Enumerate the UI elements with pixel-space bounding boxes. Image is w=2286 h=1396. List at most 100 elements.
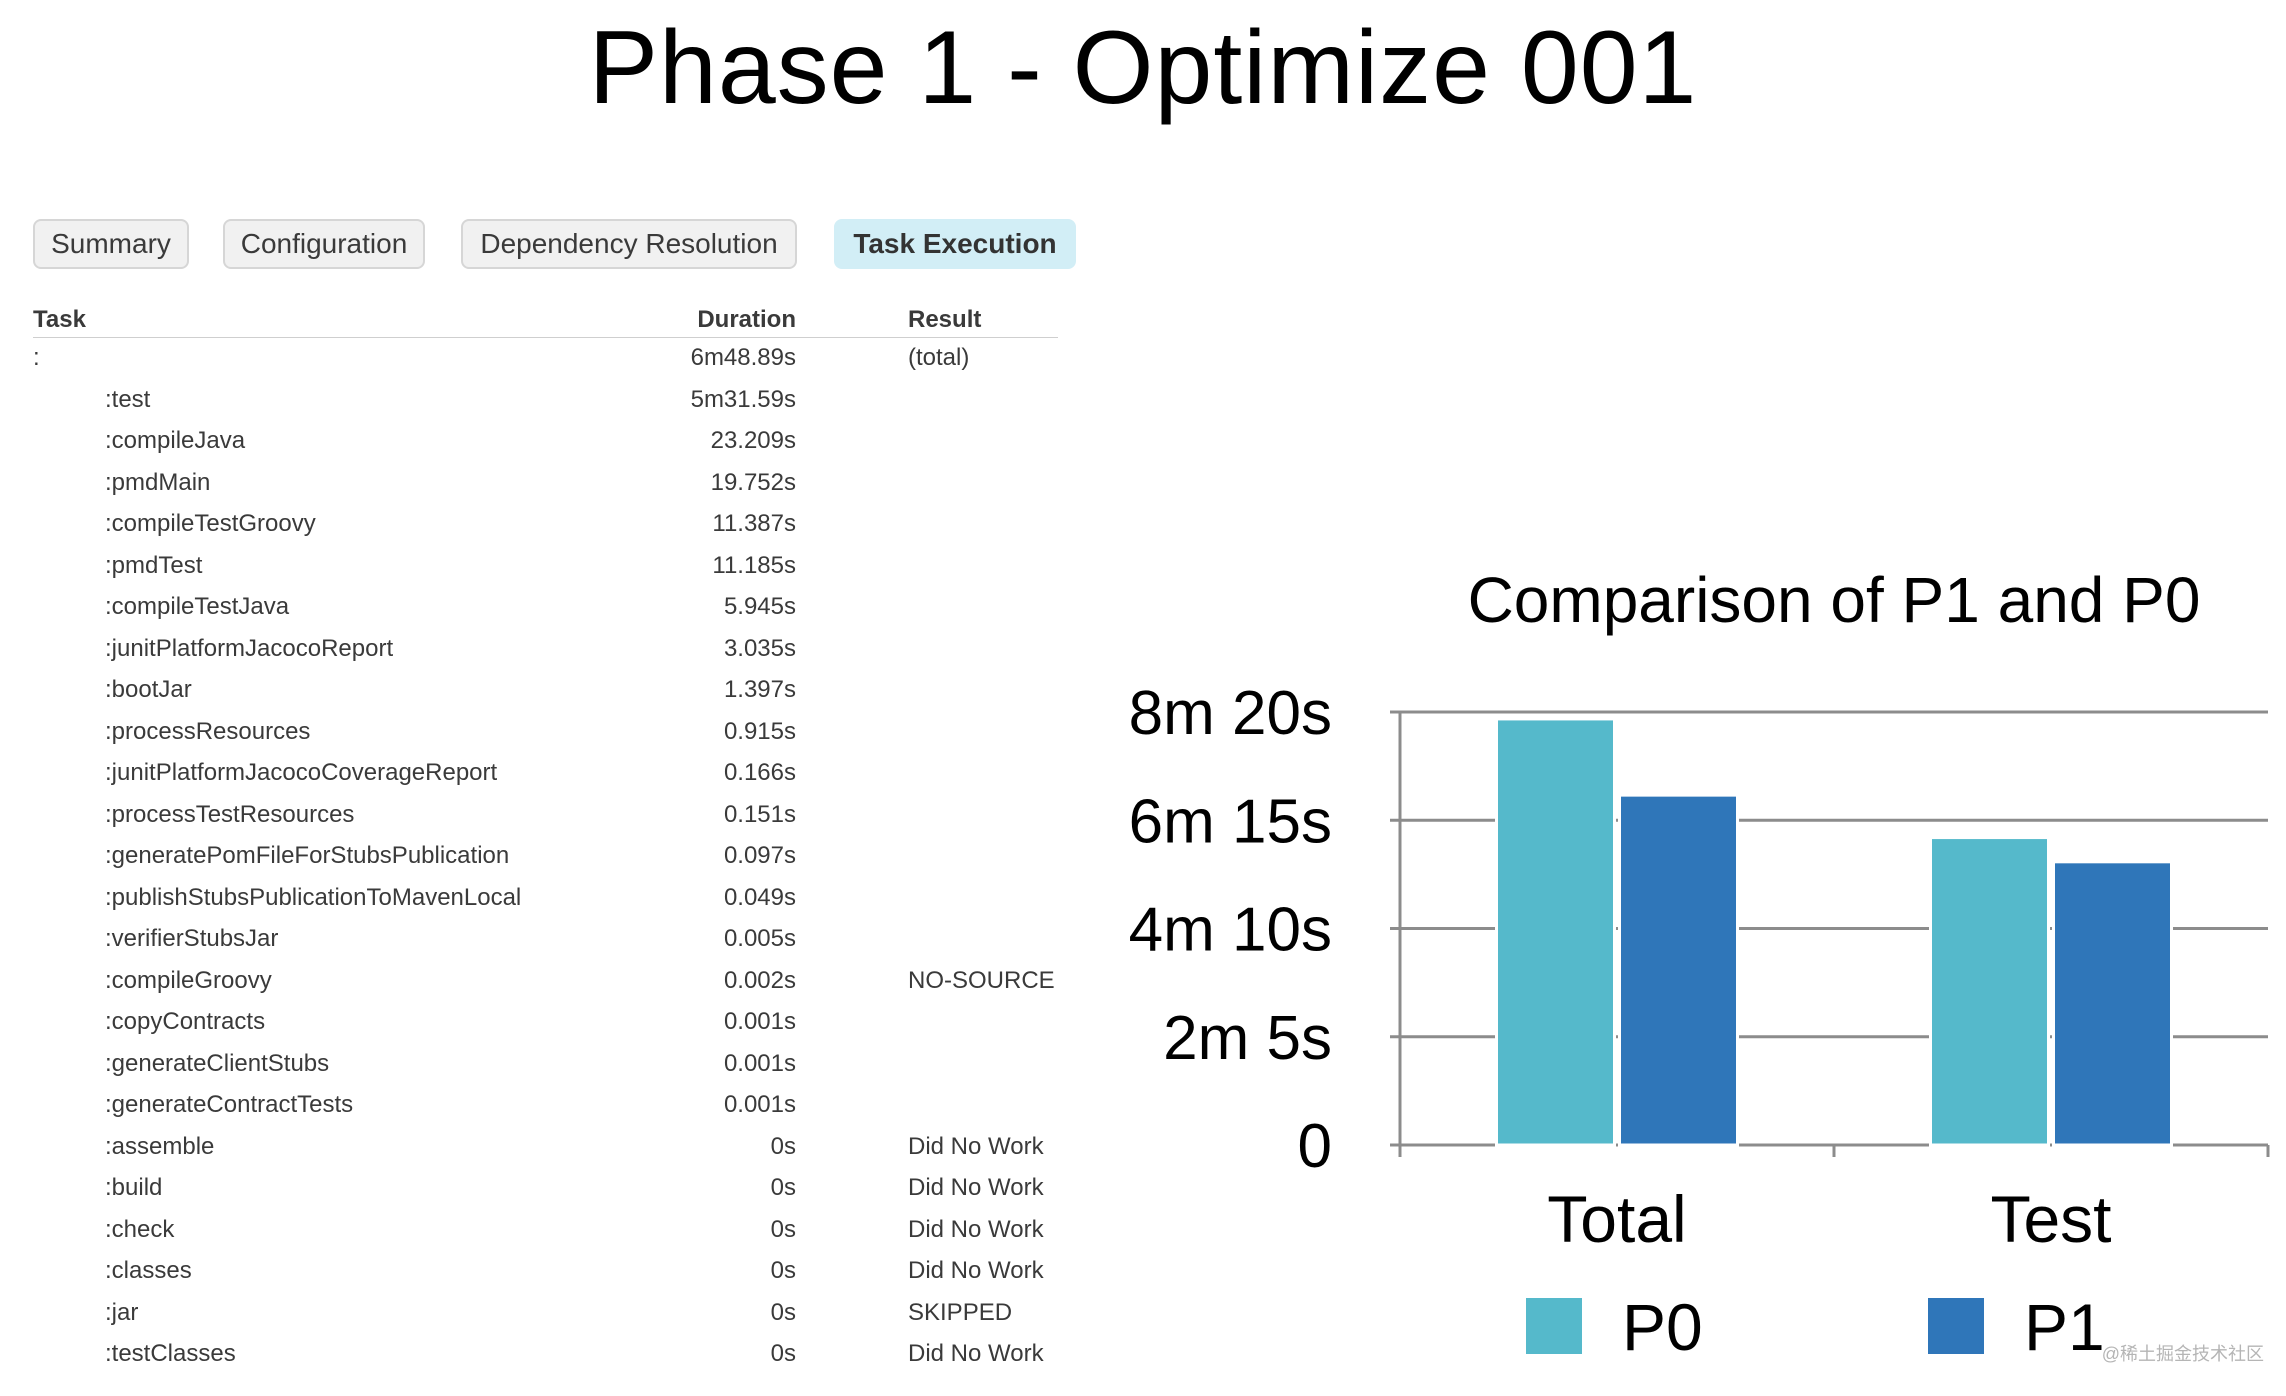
bar-p1-total [1618, 793, 1739, 1147]
y-tick-label: 2m 5s [1163, 1004, 1332, 1073]
task-name: :check [105, 1215, 175, 1243]
table-row: :classes 0s Did No Work [33, 1251, 1058, 1293]
table-row: : 6m48.89s (total) [33, 338, 1058, 380]
task-duration: 0s [770, 1340, 796, 1367]
task-name: :compileTestGroovy [105, 510, 316, 537]
table-row: :testClasses 0s Did No Work [33, 1334, 1058, 1376]
bar-p0-test [1929, 836, 2050, 1147]
task-duration: 0.097s [723, 842, 796, 869]
table-row: :assemble 0s Did No Work [33, 1127, 1058, 1169]
task-duration: 0.049s [723, 883, 796, 911]
tab-configuration[interactable]: Configuration [223, 219, 425, 269]
task-result: NO-SOURCE [908, 966, 1055, 994]
y-tick-label: 0 [1298, 1112, 1332, 1181]
task-duration: 0.915s [723, 717, 796, 745]
table-header: Task Duration Result [33, 300, 1058, 338]
task-name: :processTestResources [105, 800, 355, 828]
table-row: :generateClientStubs 0.001s [33, 1044, 1058, 1086]
table-row: :jar 0s SKIPPED [33, 1293, 1058, 1335]
legend-label-p0: P0 [1622, 1290, 1703, 1364]
table-row: :pmdMain 19.752s [33, 463, 1058, 505]
legend-swatch-p0 [1526, 1298, 1582, 1354]
task-name: :generateClientStubs [105, 1049, 330, 1077]
table-row: :bootJar 1.397s [33, 670, 1058, 712]
task-duration: 0.002s [723, 966, 796, 994]
task-name: :bootJar [105, 676, 192, 703]
task-duration: 0.005s [723, 925, 796, 952]
task-duration: 11.387s [712, 510, 796, 537]
task-name: :classes [105, 1257, 192, 1284]
task-duration: 0s [770, 1257, 796, 1284]
task-duration: 19.752s [710, 468, 796, 496]
task-duration: 0s [770, 1132, 796, 1160]
table-row: :processResources 0.915s [33, 712, 1058, 754]
task-name: :copyContracts [105, 1008, 266, 1035]
table-row: :junitPlatformJacocoCoverageReport 0.166s [33, 753, 1058, 795]
y-tick-label: 8m 20s [1129, 679, 1332, 748]
tab-summary[interactable]: Summary [33, 219, 189, 269]
tab-task-execution[interactable]: Task Execution [834, 219, 1076, 269]
task-name: :verifierStubsJar [105, 925, 279, 952]
table-row: :test 5m31.59s [33, 380, 1058, 422]
task-execution-table: Task Duration Result : 6m48.89s (total) :te… [33, 300, 1058, 1376]
task-name: :compileTestJava [105, 593, 290, 620]
task-duration: 0.001s [723, 1091, 796, 1118]
chart-title: Comparison of P1 and P0 [1468, 564, 2201, 636]
table-row: :verifierStubsJar 0.005s [33, 919, 1058, 961]
y-tick-label: 4m 10s [1129, 896, 1332, 965]
table-row: :generateContractTests 0.001s [33, 1085, 1058, 1127]
table-body: : 6m48.89s (total) :test 5m31.59s :compileJav… [33, 338, 1058, 1376]
task-result: SKIPPED [908, 1298, 1013, 1326]
task-name: :compileGroovy [105, 966, 272, 994]
task-result: Did No Work [908, 1215, 1044, 1243]
task-result: Did No Work [908, 1257, 1044, 1284]
table-row: :publishStubsPublicationToMavenLocal 0.04… [33, 878, 1058, 920]
task-duration: 0.151s [723, 800, 796, 828]
task-name: :jar [105, 1298, 139, 1326]
task-name: :generateContractTests [105, 1091, 354, 1118]
task-result: Did No Work [908, 1132, 1044, 1160]
table-row: :compileTestGroovy 11.387s [33, 504, 1058, 546]
table-row: :junitPlatformJacocoReport 3.035s [33, 629, 1058, 671]
table-row: :build 0s Did No Work [33, 1168, 1058, 1210]
y-tick-label: 6m 15s [1129, 787, 1332, 856]
slide-title: Phase 1 - Optimize 001 [588, 10, 1698, 126]
table-row: :processTestResources 0.151s [33, 795, 1058, 837]
tab-dependency-resolution[interactable]: Dependency Resolution [461, 219, 797, 269]
legend-swatch-p1 [1928, 1298, 1984, 1354]
table-row: :compileGroovy 0.002s NO-SOURCE [33, 961, 1058, 1003]
task-result: (total) [908, 344, 970, 371]
task-duration: 5.945s [723, 593, 796, 620]
task-duration: 3.035s [723, 634, 796, 662]
table-row: :pmdTest 11.185s [33, 546, 1058, 588]
task-name: : [33, 344, 40, 371]
x-category-label: Total [1547, 1182, 1686, 1256]
task-name: :test [105, 385, 151, 413]
task-duration: 1.397s [723, 676, 796, 703]
task-duration: 5m31.59s [690, 385, 796, 413]
task-duration: 0s [770, 1215, 796, 1243]
task-duration: 23.209s [710, 427, 796, 454]
task-name: :pmdTest [105, 551, 203, 579]
task-duration: 0.001s [723, 1008, 796, 1035]
task-name: :pmdMain [105, 468, 211, 496]
bar-p1-test [2052, 860, 2173, 1147]
task-duration: 0.001s [723, 1049, 796, 1077]
task-name: :processResources [105, 717, 311, 745]
task-name: :junitPlatformJacocoReport [105, 634, 394, 662]
header-result: Result [908, 306, 982, 333]
task-duration: 0.166s [723, 759, 796, 786]
task-duration: 6m48.89s [690, 344, 796, 371]
table-row: :copyContracts 0.001s [33, 1002, 1058, 1044]
table-row: :check 0s Did No Work [33, 1210, 1058, 1252]
table-row: :compileTestJava 5.945s [33, 587, 1058, 629]
task-duration: 11.185s [712, 551, 796, 579]
x-category-label: Test [1990, 1182, 2111, 1256]
watermark: @稀土掘金技术社区 [2101, 1344, 2264, 1364]
task-name: :generatePomFileForStubsPublication [105, 842, 510, 869]
header-duration: Duration [697, 306, 796, 333]
task-name: :compileJava [105, 427, 246, 454]
task-name: :junitPlatformJacocoCoverageReport [105, 759, 498, 786]
task-duration: 0s [770, 1298, 796, 1326]
